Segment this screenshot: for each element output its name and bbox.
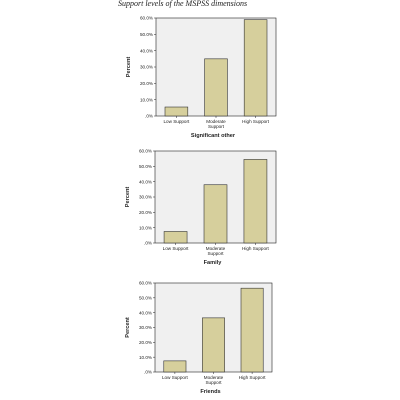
y-tick-label: 20.0% bbox=[139, 210, 152, 215]
chart-2: .0% 10.0% 20.0% 30.0% 40.0% 50.0% 60.0% Low Sup… bbox=[125, 149, 277, 266]
y-tick-label: 40.0% bbox=[140, 48, 153, 53]
category-label: Low Support bbox=[164, 119, 191, 124]
y-tick-label: 60.0% bbox=[139, 149, 152, 154]
category-label: Moderate Support bbox=[204, 375, 224, 385]
bar-moderate-support bbox=[203, 184, 228, 244]
bar-low-support bbox=[163, 231, 188, 244]
y-tick-label: 60.0% bbox=[139, 281, 152, 286]
y-tick-label: 30.0% bbox=[140, 65, 153, 70]
y-tick-label: .0% bbox=[144, 241, 152, 246]
y-tick-label: 30.0% bbox=[139, 195, 152, 200]
category-label: Moderate Support bbox=[206, 246, 226, 256]
chart-1: .0% 10.0% 20.0% 30.0% 40.0% 50.0% 60.0% Low Sup… bbox=[126, 16, 277, 139]
y-tick-label: 20.0% bbox=[139, 340, 152, 345]
y-tick-label: .0% bbox=[145, 114, 153, 119]
x-axis-label: Friends bbox=[200, 389, 220, 395]
bar-high-support bbox=[243, 159, 268, 244]
page-title: Support levels of the MSPSS dimensions bbox=[118, 0, 248, 8]
y-tick-label: 40.0% bbox=[139, 310, 152, 315]
y-tick-label: 10.0% bbox=[140, 97, 153, 102]
bar-low-support bbox=[164, 106, 189, 117]
bar-low-support bbox=[163, 360, 187, 373]
chart-3: .0% 10.0% 20.0% 30.0% 40.0% 50.0% 60.0% Low Sup… bbox=[125, 281, 273, 395]
y-tick-label: 50.0% bbox=[139, 164, 152, 169]
x-axis-label: Significant other bbox=[191, 133, 236, 139]
y-axis-label: Percent bbox=[125, 317, 131, 338]
category-label: High Support bbox=[239, 375, 267, 380]
category-label: Low Support bbox=[163, 246, 190, 251]
y-tick-label: 60.0% bbox=[140, 16, 153, 21]
category-label: High Support bbox=[242, 246, 270, 251]
y-tick-label: 40.0% bbox=[139, 179, 152, 184]
y-tick-label: 50.0% bbox=[139, 295, 152, 300]
y-tick-label: 30.0% bbox=[139, 325, 152, 330]
y-axis-label: Percent bbox=[125, 187, 131, 208]
y-tick-label: 10.0% bbox=[139, 225, 152, 230]
y-tick-label: 20.0% bbox=[140, 81, 153, 86]
y-tick-label: 10.0% bbox=[139, 355, 152, 360]
bar-moderate-support bbox=[204, 58, 228, 117]
category-label: Moderate Support bbox=[206, 119, 226, 129]
category-label: Low Support bbox=[162, 375, 189, 380]
bar-high-support bbox=[240, 287, 264, 373]
category-label: High Support bbox=[242, 119, 270, 124]
x-axis-label: Family bbox=[204, 260, 223, 266]
y-axis-label: Percent bbox=[126, 57, 132, 78]
bar-moderate-support bbox=[202, 317, 225, 373]
y-tick-label: .0% bbox=[144, 370, 152, 375]
y-tick-label: 50.0% bbox=[140, 32, 153, 37]
bar-high-support bbox=[243, 19, 268, 117]
